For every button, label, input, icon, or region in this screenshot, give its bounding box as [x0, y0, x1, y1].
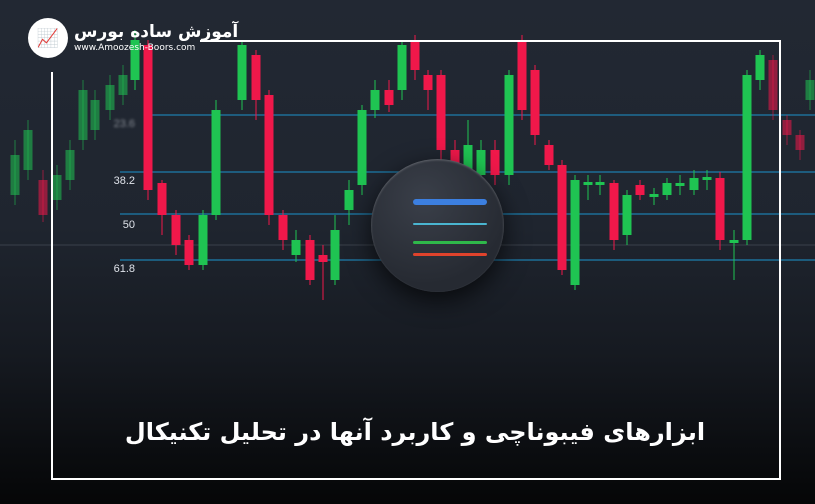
- bearish-candle: [768, 60, 778, 110]
- frame-right: [779, 40, 781, 480]
- logo-name: آموزش ساده بورس: [74, 22, 239, 42]
- bearish-candle: [557, 165, 567, 270]
- green-line: [413, 241, 487, 244]
- frame-left: [51, 72, 53, 480]
- menu-lines-icon: [371, 159, 504, 292]
- globe-chart-icon: 📈: [28, 18, 68, 58]
- bearish-candle: [410, 40, 420, 70]
- bullish-candle: [78, 90, 88, 140]
- bullish-candle: [237, 45, 247, 100]
- bearish-candle: [305, 240, 315, 280]
- bullish-candle: [52, 175, 62, 200]
- bullish-candle: [10, 155, 20, 195]
- bearish-candle: [264, 95, 274, 215]
- bullish-candle: [357, 110, 367, 185]
- bearish-candle: [490, 150, 500, 175]
- bearish-candle: [157, 183, 167, 215]
- bearish-candle: [318, 255, 328, 262]
- bullish-candle: [397, 45, 407, 90]
- bearish-candle: [38, 180, 48, 215]
- logo-url: www.Amoozesh-Boors.com: [74, 43, 196, 53]
- bullish-candle: [65, 150, 75, 180]
- bearish-candle: [278, 215, 288, 240]
- bullish-candle: [805, 80, 815, 100]
- bearish-candle: [143, 45, 153, 190]
- bullish-candle: [105, 85, 115, 110]
- bullish-candle: [675, 183, 685, 186]
- bullish-candle: [370, 90, 380, 110]
- bullish-candle: [130, 40, 140, 80]
- bullish-candle: [211, 110, 221, 215]
- bearish-candle: [423, 75, 433, 90]
- bearish-candle: [171, 215, 181, 245]
- bullish-candle: [689, 178, 699, 190]
- bullish-candle: [622, 195, 632, 235]
- bullish-candle: [23, 130, 33, 170]
- bullish-candle: [570, 180, 580, 285]
- bullish-candle: [463, 145, 473, 175]
- bearish-candle: [544, 145, 554, 165]
- bearish-candle: [184, 240, 194, 265]
- bearish-candle: [782, 120, 792, 135]
- bearish-candle: [715, 178, 725, 240]
- bearish-candle: [436, 75, 446, 150]
- cyan-line: [413, 223, 487, 225]
- bullish-candle: [755, 55, 765, 80]
- bullish-candle: [662, 183, 672, 195]
- bearish-candle: [251, 55, 261, 100]
- bullish-candle: [198, 215, 208, 265]
- bullish-candle: [90, 100, 100, 130]
- bearish-candle: [795, 135, 805, 150]
- fib-label-50: 50: [122, 219, 135, 231]
- bullish-candle: [118, 75, 128, 95]
- bullish-candle: [330, 230, 340, 280]
- bearish-candle: [530, 70, 540, 135]
- fib-label-61-8: 61.8: [113, 263, 135, 275]
- bullish-candle: [344, 190, 354, 210]
- frame-bottom: [51, 478, 781, 480]
- bullish-candle: [504, 75, 514, 175]
- bullish-candle: [476, 150, 486, 175]
- bearish-candle: [450, 150, 460, 165]
- bullish-candle: [649, 194, 659, 197]
- page-title: ابزارهای فیبوناچی و کاربرد آنها در تحلیل…: [124, 418, 706, 446]
- bullish-candle: [702, 177, 712, 180]
- bearish-candle: [609, 183, 619, 240]
- fib-label-23-6: 23.6: [113, 118, 135, 130]
- blue-line: [413, 199, 487, 205]
- frame-top: [200, 40, 781, 42]
- fib-label-38-2: 38.2: [113, 175, 135, 187]
- red-line: [413, 253, 487, 256]
- bearish-candle: [384, 90, 394, 105]
- bearish-candle: [635, 185, 645, 195]
- bullish-candle: [729, 240, 739, 243]
- bullish-candle: [291, 240, 301, 255]
- bearish-candle: [517, 40, 527, 110]
- logo: 📈 آموزش ساده بورس www.Amoozesh-Boors.com: [28, 18, 238, 58]
- bullish-candle: [583, 182, 593, 185]
- bullish-candle: [742, 75, 752, 240]
- bullish-candle: [595, 182, 605, 185]
